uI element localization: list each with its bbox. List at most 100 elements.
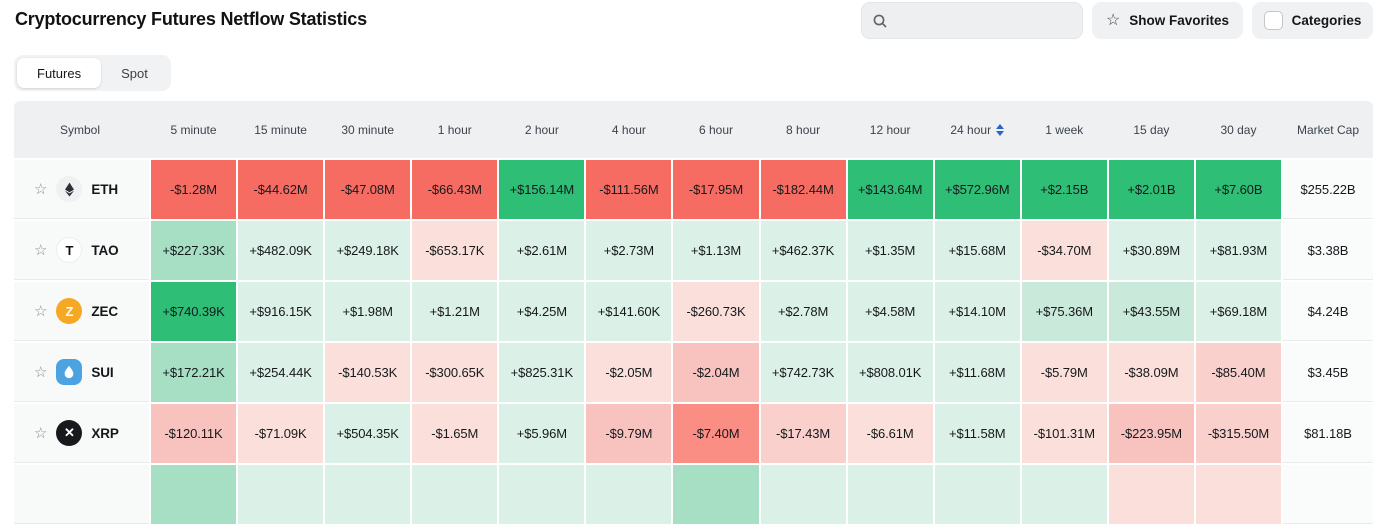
- tao-icon: T: [56, 237, 83, 263]
- netflow-cell: [1108, 465, 1194, 524]
- column-header-label: 6 hour: [698, 122, 733, 137]
- symbol-cell-xrp[interactable]: ☆ ✕ XRP: [14, 404, 149, 463]
- column-header-6-hour[interactable]: 6 hour: [673, 101, 758, 158]
- netflow-cell: +$5.96M: [499, 404, 585, 463]
- show-favorites-button[interactable]: ☆ Show Favorites: [1092, 2, 1243, 39]
- symbol-cell-sui[interactable]: ☆ SUI: [14, 343, 149, 402]
- favorite-star-icon[interactable]: ☆: [34, 302, 48, 320]
- zcash-icon: Z: [56, 298, 83, 324]
- netflow-cell: +$808.01K: [847, 343, 933, 402]
- symbol-cell-eth[interactable]: ☆ ETH: [14, 160, 149, 219]
- favorite-star-icon[interactable]: ☆: [34, 180, 48, 198]
- column-header-30-minute[interactable]: 30 minute: [325, 101, 410, 158]
- netflow-cell: +$916.15K: [238, 282, 324, 341]
- market-cap-cell: $81.18B: [1282, 404, 1373, 463]
- search-icon: [873, 14, 887, 28]
- netflow-cell: -$44.62M: [238, 160, 324, 219]
- column-header-24-hour[interactable]: 24 hour: [935, 101, 1020, 158]
- column-header-label: 2 hour: [524, 122, 559, 137]
- netflow-cell: [934, 465, 1020, 524]
- symbol-cell-tao[interactable]: ☆ T TAO: [14, 221, 149, 280]
- netflow-cell: +$2.01B: [1108, 160, 1194, 219]
- netflow-cell: [847, 465, 933, 524]
- netflow-cell: -$315.50M: [1195, 404, 1281, 463]
- tab-spot[interactable]: Spot: [121, 65, 148, 81]
- column-header-label: 5 minute: [170, 122, 217, 137]
- netflow-cell: +$15.68M: [934, 221, 1020, 280]
- netflow-cell: +$4.25M: [499, 282, 585, 341]
- tab-futures[interactable]: Futures: [17, 58, 102, 88]
- market-cap-cell: $4.24B: [1282, 282, 1373, 341]
- netflow-cell: [760, 465, 846, 524]
- column-header-label: 24 hour: [950, 122, 992, 137]
- netflow-cell: -$111.56M: [586, 160, 672, 219]
- market-cap-cell: $3.45B: [1282, 343, 1373, 402]
- column-header-label: 30 day: [1220, 122, 1257, 137]
- table-row-tao: ☆ T TAO +$227.33K +$482.09K +$249.18K -$653.17…: [14, 221, 1373, 280]
- column-header-label: 15 minute: [254, 122, 307, 137]
- netflow-cell: +$43.55M: [1108, 282, 1194, 341]
- netflow-cell: [499, 465, 585, 524]
- table-body: ☆ ETH -$1.28M -$44.62M -$47.08M -$66.43M +$156…: [14, 160, 1373, 524]
- netflow-cell: +$1.13M: [673, 221, 759, 280]
- netflow-cell: [325, 465, 411, 524]
- netflow-cell: +$227.33K: [151, 221, 237, 280]
- netflow-cell: +$172.21K: [151, 343, 237, 402]
- show-favorites-label: Show Favorites: [1129, 13, 1230, 28]
- netflow-cell: +$254.44K: [238, 343, 324, 402]
- column-header-label: Symbol: [60, 122, 101, 137]
- netflow-cell: -$120.11K: [151, 404, 237, 463]
- column-header-label: 4 hour: [611, 122, 646, 137]
- netflow-cell: [586, 465, 672, 524]
- netflow-cell: +$462.37K: [760, 221, 846, 280]
- categories-button[interactable]: Categories: [1252, 2, 1373, 39]
- netflow-cell: -$101.31M: [1021, 404, 1107, 463]
- netflow-cell: -$71.09K: [238, 404, 324, 463]
- netflow-cell: -$9.79M: [586, 404, 672, 463]
- favorites-star-icon: ☆: [1105, 11, 1121, 29]
- favorite-star-icon[interactable]: ☆: [34, 241, 48, 259]
- sort-icon[interactable]: [996, 123, 1005, 136]
- netflow-cell: -$653.17K: [412, 221, 498, 280]
- column-header-8-hour[interactable]: 8 hour: [761, 101, 846, 158]
- favorite-star-icon[interactable]: ☆: [34, 363, 48, 381]
- column-header-30-day[interactable]: 30 day: [1196, 101, 1281, 158]
- column-header-label: 12 hour: [869, 122, 911, 137]
- symbol-label: XRP: [91, 425, 119, 441]
- netflow-cell: +$742.73K: [760, 343, 846, 402]
- netflow-cell: -$1.65M: [412, 404, 498, 463]
- column-header-12-hour[interactable]: 12 hour: [848, 101, 933, 158]
- market-cap-cell: $3.38B: [1282, 221, 1373, 280]
- netflow-cell: +$2.15B: [1021, 160, 1107, 219]
- netflow-cell: [673, 465, 759, 524]
- symbol-label: ZEC: [91, 303, 119, 319]
- netflow-cell: -$223.95M: [1108, 404, 1194, 463]
- netflow-cell: +$2.73M: [586, 221, 672, 280]
- search-box[interactable]: [861, 2, 1083, 39]
- market-cap-cell: $255.22B: [1282, 160, 1373, 219]
- column-header-1-week[interactable]: 1 week: [1022, 101, 1107, 158]
- netflow-cell: +$740.39K: [151, 282, 237, 341]
- column-header-15-day[interactable]: 15 day: [1109, 101, 1194, 158]
- netflow-cell: +$11.58M: [934, 404, 1020, 463]
- column-header-4-hour[interactable]: 4 hour: [586, 101, 671, 158]
- column-header-market-cap[interactable]: Market Cap: [1283, 101, 1373, 158]
- column-header-label: 1 hour: [437, 122, 472, 137]
- column-header-1-hour[interactable]: 1 hour: [412, 101, 497, 158]
- netflow-cell: +$30.89M: [1108, 221, 1194, 280]
- favorite-star-icon[interactable]: ☆: [34, 424, 48, 442]
- column-header-label: 1 week: [1045, 122, 1084, 137]
- table-row-eth: ☆ ETH -$1.28M -$44.62M -$47.08M -$66.43M +$156…: [14, 160, 1373, 219]
- categories-checkbox-icon[interactable]: [1263, 11, 1283, 30]
- column-header-symbol[interactable]: Symbol: [14, 101, 149, 158]
- netflow-cell: -$17.43M: [760, 404, 846, 463]
- netflow-cell: -$300.65K: [412, 343, 498, 402]
- netflow-cell: -$7.40M: [673, 404, 759, 463]
- search-input[interactable]: [896, 13, 1072, 28]
- column-header-5-minute[interactable]: 5 minute: [151, 101, 236, 158]
- market-cap-cell: [1282, 465, 1373, 524]
- column-header-15-minute[interactable]: 15 minute: [238, 101, 323, 158]
- symbol-cell-zec[interactable]: ☆ Z ZEC: [14, 282, 149, 341]
- table-header: Symbol 5 minute 15 minute 30 minute 1 hour 2 …: [14, 101, 1373, 158]
- column-header-2-hour[interactable]: 2 hour: [499, 101, 584, 158]
